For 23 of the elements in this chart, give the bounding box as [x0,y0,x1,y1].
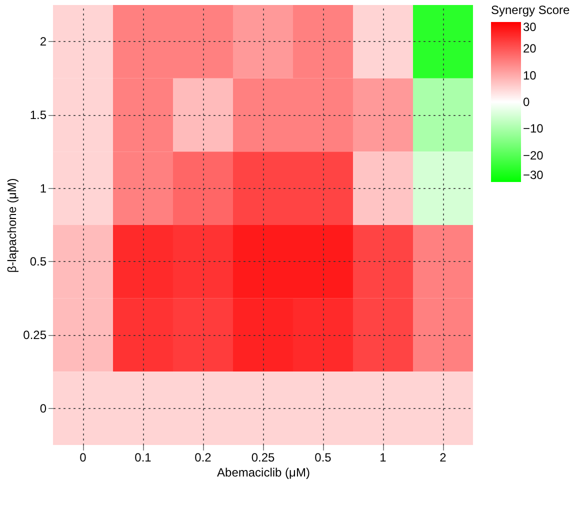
color-bar-label: −10 [523,122,544,136]
x-tick-label: 0.25 [251,450,275,464]
y-tick-label: 2 [40,34,47,49]
y-tick-label: 1 [40,181,47,196]
y-tick-label: 1.5 [30,108,47,122]
x-axis-title: Abemaciclib (μM) [217,466,310,480]
x-tick-label: 0.5 [314,450,332,464]
y-tick-label: 0.25 [23,328,47,342]
x-tick-label: 1 [380,450,387,464]
color-bar-label: 0 [523,95,530,109]
color-bar-label: 30 [523,20,537,34]
y-tick-label: 0 [40,401,47,416]
color-bar-label: −20 [523,148,544,162]
x-tick-label: 0.1 [134,450,152,464]
x-tick-label: 2 [440,450,447,464]
y-axis-title: β-lapachone (μM) [5,178,20,273]
legend-title: Synergy Score [491,3,570,17]
color-bar-label: 20 [523,42,537,56]
color-bar-label: 10 [523,68,537,82]
color-bar-label: −30 [523,168,544,182]
x-tick-label: 0 [80,450,87,464]
y-tick-label: 0.5 [30,254,47,269]
x-tick-label: 0.2 [194,450,212,464]
